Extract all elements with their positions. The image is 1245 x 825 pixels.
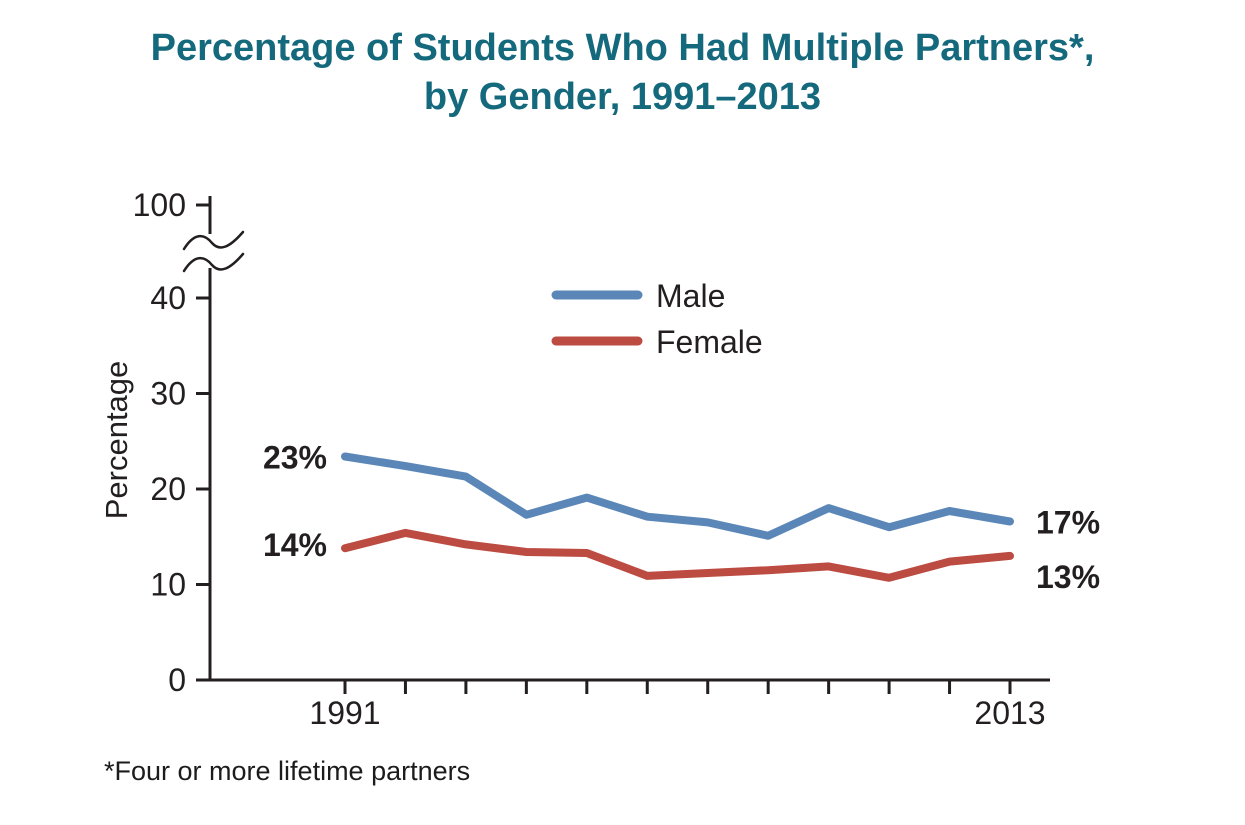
male-line: [341, 452, 1014, 540]
male-end-label: 17%: [1036, 504, 1100, 540]
x-tick-label: 2013: [974, 695, 1045, 731]
y-tick-label: 20: [150, 471, 186, 507]
y-tick-label: 0: [168, 662, 186, 698]
chart-title: Percentage of Students Who Had Multiple …: [0, 24, 1245, 122]
legend-label-male: Male: [656, 278, 725, 314]
chart-title-line1: Percentage of Students Who Had Multiple …: [150, 27, 1095, 69]
y-tick-label: 30: [150, 376, 186, 412]
axis-break-icon: [182, 230, 245, 251]
female-line: [341, 528, 1014, 582]
female-end-label: 13%: [1036, 559, 1100, 595]
axis-break-icon: [182, 252, 245, 273]
chart-footnote: *Four or more lifetime partners: [104, 756, 471, 786]
x-tick-label: 1991: [309, 695, 380, 731]
y-tick-label: 100: [133, 187, 186, 223]
y-tick-label: 10: [150, 567, 186, 603]
female-start-label: 14%: [263, 527, 327, 563]
legend-label-female: Female: [656, 324, 763, 360]
y-axis-label: Percentage: [99, 361, 134, 520]
chart-title-line2: by Gender, 1991–2013: [423, 76, 822, 118]
y-tick-label: 40: [150, 280, 186, 316]
male-start-label: 23%: [263, 440, 327, 476]
